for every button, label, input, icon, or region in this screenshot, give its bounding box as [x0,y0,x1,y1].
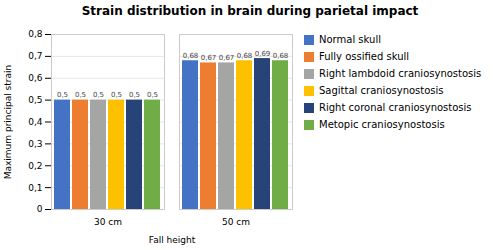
html-text:Strain distribution in brain d: Strain distribution in brain during pari… [81,4,419,18]
html-text:Normal skull: Normal skull [319,34,381,45]
svg-text:0,69: 0,69 [255,50,271,58]
html-text:Fully ossified skull: Fully ossified skull [319,51,410,62]
svg-text:0,1: 0,1 [28,183,42,193]
svg-text:0,7: 0,7 [28,51,42,61]
html-text:Right coronal craniosynostosis: Right coronal craniosynostosis [319,102,472,113]
svg-text:0,5: 0,5 [93,91,104,99]
html-text:Metopic craniosynostosis: Metopic craniosynostosis [319,119,445,130]
svg-text:0,4: 0,4 [28,117,43,127]
svg-text:0,5: 0,5 [57,91,68,99]
svg-text:0,5: 0,5 [129,91,140,99]
svg-text:Maximum principal strain: Maximum principal strain [3,65,13,180]
svg-text:50 cm: 50 cm [222,217,250,227]
html-text:Sagittal craniosynostosis: Sagittal craniosynostosis [319,85,444,96]
svg-text:0,5: 0,5 [75,91,86,99]
svg-text:0,8: 0,8 [28,29,43,39]
svg-text:0,2: 0,2 [28,161,42,171]
html-text:Right lambdoid craniosynostosi: Right lambdoid craniosynostosis [319,68,482,79]
svg-text:0,68: 0,68 [237,52,253,60]
svg-text:0: 0 [37,204,43,214]
svg-text:0,68: 0,68 [273,52,289,60]
svg-text:0,67: 0,67 [201,54,217,62]
svg-text:0,5: 0,5 [111,91,122,99]
svg-text:0,5: 0,5 [28,95,42,105]
svg-text:0,5: 0,5 [147,91,158,99]
svg-text:0,6: 0,6 [28,73,43,83]
svg-text:Fall height: Fall height [149,235,196,245]
svg-text:0,68: 0,68 [183,52,199,60]
svg-text:0,67: 0,67 [219,54,235,62]
svg-text:30 cm: 30 cm [94,217,122,227]
svg-text:0,3: 0,3 [28,139,42,149]
